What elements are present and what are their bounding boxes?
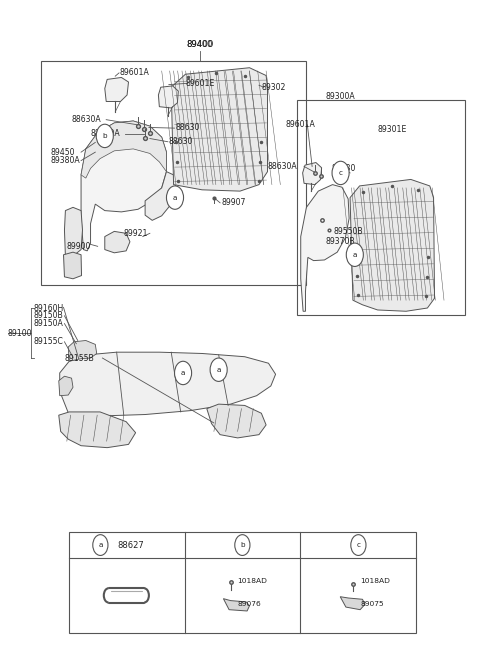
Polygon shape bbox=[223, 599, 250, 611]
Text: 88630A: 88630A bbox=[267, 162, 297, 171]
Text: 89100: 89100 bbox=[8, 329, 32, 339]
Text: 88630A: 88630A bbox=[91, 130, 120, 138]
Polygon shape bbox=[350, 179, 434, 311]
Circle shape bbox=[332, 161, 349, 185]
Text: b: b bbox=[102, 133, 107, 139]
Polygon shape bbox=[81, 121, 167, 178]
Text: 1018AD: 1018AD bbox=[238, 578, 267, 584]
Circle shape bbox=[96, 124, 113, 147]
Text: a: a bbox=[353, 252, 357, 258]
Text: 89400: 89400 bbox=[187, 41, 213, 50]
Text: c: c bbox=[356, 542, 360, 548]
Polygon shape bbox=[68, 341, 96, 362]
Circle shape bbox=[175, 362, 192, 384]
Polygon shape bbox=[105, 231, 130, 253]
Text: 89150B: 89150B bbox=[34, 311, 63, 320]
Polygon shape bbox=[60, 352, 276, 417]
Text: 89155B: 89155B bbox=[64, 354, 94, 362]
Circle shape bbox=[210, 358, 227, 381]
Text: a: a bbox=[98, 542, 103, 548]
Polygon shape bbox=[340, 597, 365, 610]
Text: 89450: 89450 bbox=[50, 147, 75, 157]
Text: 88630: 88630 bbox=[332, 164, 356, 173]
Text: c: c bbox=[338, 170, 343, 176]
Text: 88630: 88630 bbox=[169, 138, 193, 146]
Circle shape bbox=[346, 243, 363, 267]
Polygon shape bbox=[301, 185, 349, 311]
Text: a: a bbox=[181, 370, 185, 376]
Polygon shape bbox=[59, 376, 73, 396]
Polygon shape bbox=[81, 121, 167, 251]
Polygon shape bbox=[207, 404, 266, 438]
Circle shape bbox=[235, 534, 250, 555]
Text: 89400: 89400 bbox=[186, 41, 213, 50]
Text: 89302: 89302 bbox=[261, 83, 286, 92]
Polygon shape bbox=[171, 67, 267, 191]
Text: 89900: 89900 bbox=[67, 242, 91, 251]
Text: 89076: 89076 bbox=[238, 601, 262, 607]
Text: 89601A: 89601A bbox=[285, 121, 315, 130]
Text: 89601E: 89601E bbox=[185, 79, 215, 88]
Text: 89601A: 89601A bbox=[119, 68, 149, 77]
Polygon shape bbox=[63, 252, 82, 279]
Text: 88630A: 88630A bbox=[72, 115, 101, 124]
Polygon shape bbox=[145, 172, 176, 220]
Text: 89155C: 89155C bbox=[34, 337, 63, 346]
Text: 89075: 89075 bbox=[360, 601, 384, 607]
Text: 89301E: 89301E bbox=[378, 125, 407, 134]
Text: 89150A: 89150A bbox=[34, 319, 63, 328]
Text: 1018AD: 1018AD bbox=[360, 578, 390, 584]
Text: 89370B: 89370B bbox=[325, 236, 355, 246]
Text: 88630: 88630 bbox=[176, 123, 200, 132]
Polygon shape bbox=[302, 162, 322, 185]
Polygon shape bbox=[64, 208, 83, 256]
Text: a: a bbox=[216, 367, 221, 373]
Text: 89921: 89921 bbox=[124, 229, 148, 238]
Polygon shape bbox=[105, 77, 129, 102]
Text: a: a bbox=[173, 195, 177, 200]
Polygon shape bbox=[158, 86, 179, 108]
Text: b: b bbox=[240, 542, 245, 548]
Circle shape bbox=[351, 534, 366, 555]
Polygon shape bbox=[59, 412, 136, 447]
Text: 89380A: 89380A bbox=[50, 156, 80, 165]
Text: 89550B: 89550B bbox=[334, 227, 363, 236]
Text: 88627: 88627 bbox=[118, 540, 144, 550]
Text: 89160H: 89160H bbox=[34, 303, 64, 312]
Text: 89907: 89907 bbox=[221, 198, 245, 207]
Circle shape bbox=[167, 186, 183, 210]
Circle shape bbox=[93, 534, 108, 555]
Text: 89300A: 89300A bbox=[325, 92, 355, 102]
